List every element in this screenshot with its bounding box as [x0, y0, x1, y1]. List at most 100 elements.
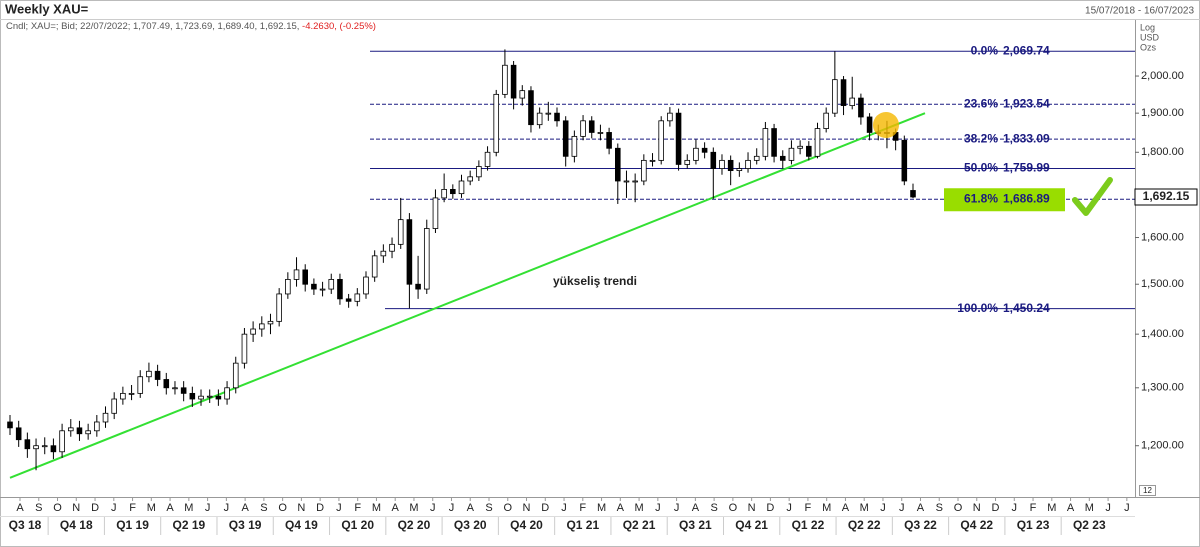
candle-body	[536, 112, 543, 126]
candle-body	[745, 159, 751, 169]
x-tick-label: F	[579, 502, 586, 514]
candle-body	[693, 147, 699, 161]
corner-box	[1139, 485, 1156, 496]
subtitle-text: Cndl; XAU=; Bid; 22/07/2022; 1,707.49, 1…	[6, 21, 300, 32]
x-tick-label: J	[561, 502, 567, 514]
x-quarter-label: Q3 21	[679, 518, 712, 532]
candle-body	[33, 445, 39, 450]
candle-body	[302, 269, 308, 285]
x-tick-label: D	[316, 502, 324, 514]
candle-body	[458, 180, 465, 195]
x-tick-label: J	[111, 502, 117, 514]
candle-body	[276, 293, 282, 322]
fib-highlight	[944, 188, 1065, 212]
axis-note: Ozs	[1140, 42, 1157, 52]
candle-body	[441, 189, 447, 199]
candle-body	[710, 151, 717, 169]
candle-body	[206, 395, 213, 398]
candle-body	[389, 243, 395, 252]
candle-body	[189, 392, 196, 400]
candle-body	[85, 430, 91, 435]
x-tick-label: M	[409, 502, 418, 514]
candle-body	[180, 387, 187, 394]
last-price-box	[1134, 188, 1198, 206]
x-tick-label: S	[710, 502, 717, 514]
x-tick-label: J	[1012, 502, 1018, 514]
x-quarter-label: Q3 20	[454, 518, 487, 532]
candle-body	[311, 283, 317, 290]
y-tick-label: 1,500.00	[1141, 278, 1184, 290]
candle-body	[476, 166, 482, 178]
candle-body	[371, 255, 378, 278]
candle-body	[7, 421, 13, 429]
candle-body	[337, 279, 343, 300]
candle-body	[632, 180, 638, 183]
candle-body	[719, 159, 725, 169]
candle-body	[528, 90, 534, 126]
y-tick-label: 1,900.00	[1141, 107, 1184, 119]
x-tick-label: S	[485, 502, 492, 514]
candle-body	[406, 219, 413, 285]
axis-note: USD	[1140, 32, 1160, 42]
fib-level-name: 50.0%	[964, 161, 998, 175]
x-tick-label: A	[16, 502, 24, 514]
candle-body	[771, 128, 777, 157]
x-tick-label: O	[503, 502, 512, 514]
candle-body	[675, 112, 682, 165]
candle-body	[267, 320, 274, 325]
x-tick-label: D	[91, 502, 99, 514]
x-quarter-label: Q1 22	[792, 518, 825, 532]
candle-body	[241, 333, 248, 364]
candle-body	[727, 159, 734, 172]
candle-body	[328, 279, 335, 290]
candle-body	[484, 151, 491, 167]
candle-body	[224, 387, 230, 400]
candle-body	[163, 379, 170, 389]
x-tick-label: J	[674, 502, 680, 514]
x-quarter-label: Q2 21	[623, 518, 656, 532]
candle-body	[545, 112, 552, 115]
candle-body	[580, 120, 586, 137]
x-tick-label: A	[467, 502, 475, 514]
candle-body	[50, 445, 57, 453]
x-tick-label: A	[842, 502, 850, 514]
x-tick-label: O	[729, 502, 738, 514]
candle-body	[146, 370, 152, 378]
candle-body	[849, 97, 856, 106]
candle-body	[797, 145, 803, 149]
candle-body	[866, 116, 873, 133]
candle-body	[701, 147, 708, 153]
candle-body	[641, 159, 647, 182]
candle-body	[41, 445, 48, 448]
fib-level-name: 38.2%	[964, 131, 998, 145]
candle-body	[128, 392, 135, 395]
date-range: 15/07/2018 - 16/07/2023	[1085, 6, 1194, 17]
candle-body	[363, 276, 369, 295]
x-tick-label: J	[449, 502, 455, 514]
x-tick-label: F	[129, 502, 136, 514]
x-tick-label: J	[205, 502, 211, 514]
x-tick-label: F	[1030, 502, 1037, 514]
candle-body	[397, 219, 404, 245]
x-tick-label: M	[860, 502, 869, 514]
x-tick-label: A	[392, 502, 400, 514]
x-quarter-label: Q4 18	[60, 518, 93, 532]
x-tick-label: J	[880, 502, 886, 514]
x-quarter-label: Q3 22	[904, 518, 937, 532]
fib-level-name: 100.0%	[957, 301, 998, 315]
chart-title: Weekly XAU=	[5, 1, 89, 16]
candle-body	[806, 145, 812, 157]
candle-body	[450, 189, 456, 195]
fib-level-price: 1,450.24	[1003, 301, 1050, 315]
candle-body	[554, 112, 560, 122]
x-tick-label: F	[805, 502, 812, 514]
candle-body	[15, 427, 22, 441]
candle-body	[120, 392, 126, 400]
x-tick-label: N	[72, 502, 80, 514]
x-tick-label: A	[692, 502, 700, 514]
x-quarter-label: Q4 19	[285, 518, 318, 532]
fib-level-name: 23.6%	[964, 96, 998, 110]
fib-level-name: 61.8%	[964, 191, 998, 205]
